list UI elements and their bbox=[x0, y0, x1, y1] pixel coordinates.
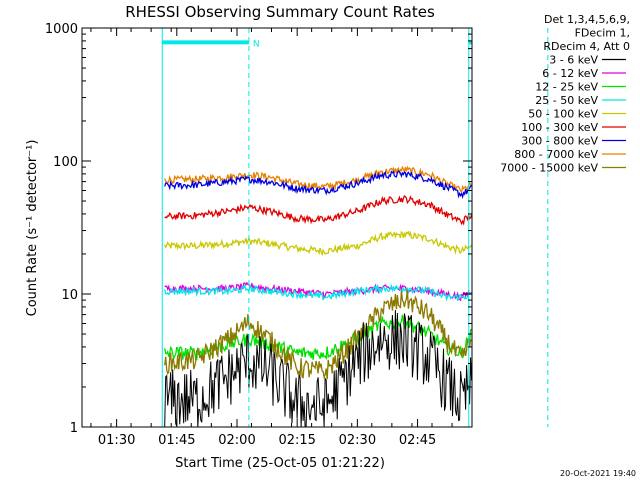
legend-entry-label: 12 - 25 keV bbox=[535, 81, 598, 94]
series-line bbox=[164, 170, 472, 200]
legend-header-line: FDecim 1, bbox=[575, 27, 630, 40]
legend-entry-label: 300 - 800 keV bbox=[521, 135, 598, 148]
x-tick-label: 02:30 bbox=[339, 433, 376, 448]
y-tick-label: 1000 bbox=[45, 22, 78, 37]
legend-entry-label: 25 - 50 keV bbox=[535, 94, 598, 107]
footer-timestamp: 20-Oct-2021 19:40 bbox=[560, 469, 636, 478]
legend: Det 1,3,4,5,6,9,FDecim 1,RDecim 4, Att 0… bbox=[500, 13, 630, 175]
legend-entry-label: 100 - 300 keV bbox=[521, 121, 598, 134]
series-line bbox=[164, 314, 472, 361]
x-tick-label: 02:00 bbox=[218, 433, 255, 448]
y-tick-label: 100 bbox=[53, 155, 78, 170]
series-line bbox=[164, 309, 473, 428]
legend-header-line: RDecim 4, Att 0 bbox=[543, 40, 630, 53]
x-tick-label: 01:30 bbox=[98, 433, 135, 448]
legend-entry-label: 50 - 100 keV bbox=[528, 108, 598, 121]
series-line bbox=[164, 195, 473, 226]
y-tick-label: 1 bbox=[70, 421, 78, 436]
legend-entry-label: 800 - 7000 keV bbox=[514, 148, 598, 161]
legend-header-line: Det 1,3,4,5,6,9, bbox=[544, 13, 630, 26]
y-axis-label: Count Rate (s⁻¹ detector⁻¹) bbox=[25, 140, 40, 317]
x-axis-label: Start Time (25-Oct-05 01:21:22) bbox=[175, 456, 385, 471]
y-tick-label: 10 bbox=[61, 288, 78, 303]
legend-entry-label: 6 - 12 keV bbox=[542, 67, 598, 80]
chart-title: RHESSI Observing Summary Count Rates bbox=[125, 3, 435, 21]
series-line bbox=[164, 283, 473, 302]
x-tick-label: 02:15 bbox=[278, 433, 315, 448]
x-tick-label: 02:45 bbox=[399, 433, 436, 448]
legend-entry-label: 3 - 6 keV bbox=[549, 54, 598, 67]
attenuator-bar-label: N bbox=[253, 39, 260, 49]
marker-layer: N bbox=[161, 28, 549, 427]
axis-layer: 01:30 01:45 02:00 02:15 02:30 02:45 1 10 100 1000 bbox=[45, 22, 472, 448]
x-tick-label: 01:45 bbox=[158, 433, 195, 448]
series-layer bbox=[164, 165, 473, 428]
plot-frame bbox=[81, 27, 473, 428]
series-line bbox=[164, 289, 473, 380]
series-line bbox=[164, 230, 473, 257]
legend-entry-label: 7000 - 15000 keV bbox=[500, 162, 598, 175]
